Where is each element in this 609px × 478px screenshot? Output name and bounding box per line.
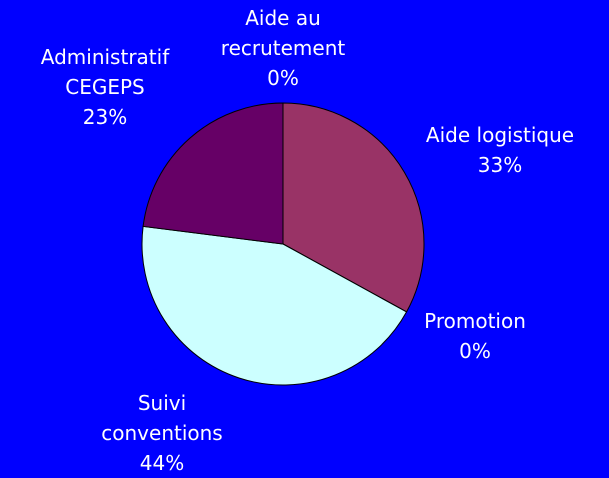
percent-label: 33%: [477, 153, 523, 177]
slice-label: Suivi conventions 44%: [101, 388, 222, 478]
slice-label: Promotion 0%: [424, 306, 526, 366]
percent-label: 0%: [459, 339, 491, 363]
pie-slice: [141, 225, 408, 386]
slice-label: Aide logistique 33%: [426, 120, 574, 180]
slice-label: Aide au recrutement 0%: [221, 3, 345, 93]
category-name: Aide au recrutement: [220, 6, 346, 60]
category-name: Aide logistique: [425, 123, 575, 147]
category-name: Suivi conventions: [101, 391, 223, 445]
pie-slice: [282, 102, 425, 313]
category-name: Promotion: [424, 309, 526, 333]
percent-label: 44%: [139, 451, 185, 475]
slice-label: Administratif CEGEPS 23%: [41, 42, 169, 132]
percent-label: 23%: [82, 105, 128, 129]
category-name: Administratif CEGEPS: [40, 45, 170, 99]
pie-slice: [142, 102, 284, 245]
percent-label: 0%: [267, 66, 299, 90]
